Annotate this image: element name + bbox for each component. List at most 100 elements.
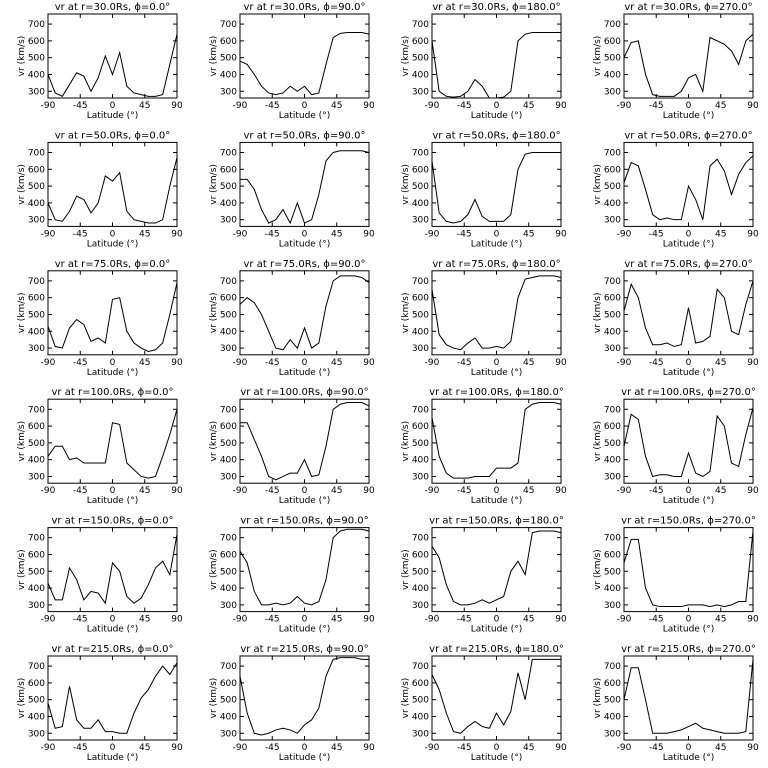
data-line [431, 658, 561, 734]
x-tick-label: -90 [617, 101, 632, 111]
data-line [623, 33, 754, 97]
y-tick-label: 700 [604, 20, 621, 30]
y-tick-label: 500 [28, 310, 45, 320]
panel-title: vr at r=30.0Rs, ϕ=0.0° [55, 2, 171, 13]
panel-title: vr at r=75.0Rs, ϕ=0.0° [55, 259, 171, 270]
x-tick-label: -90 [233, 743, 248, 753]
y-tick-label: 500 [412, 54, 429, 64]
y-tick-label: 300 [220, 344, 237, 354]
x-tick-label: -45 [457, 615, 472, 625]
y-tick-label: 500 [28, 182, 45, 192]
x-tick-label: -90 [41, 486, 56, 496]
y-tick-label: 500 [412, 567, 429, 577]
x-tick-label: 90 [363, 358, 375, 368]
y-tick-label: 500 [412, 696, 429, 706]
y-tick-label: 600 [604, 550, 621, 560]
x-tick-label: 0 [686, 229, 692, 239]
x-tick-label: -45 [649, 486, 664, 496]
x-tick-label: -45 [457, 743, 472, 753]
panel: vr at r=150.0Rs, ϕ=90.0° -90 -45 0 45 90 300 40… [209, 516, 375, 635]
panel: vr at r=215.0Rs, ϕ=270.0° -90 -45 0 45 90 300 4… [593, 644, 759, 763]
x-tick-label: 45 [331, 486, 342, 496]
y-tick-label: 500 [220, 567, 237, 577]
panel: vr at r=150.0Rs, ϕ=270.0° -90 -45 0 45 90 300 4… [593, 516, 759, 635]
plot-frame [47, 141, 178, 227]
y-tick-label: 600 [220, 422, 237, 432]
y-tick-label: 300 [28, 601, 45, 611]
y-tick-label: 600 [604, 294, 621, 304]
y-tick-label: 700 [220, 662, 237, 672]
panel-title: vr at r=100.0Rs, ϕ=180.0° [429, 387, 564, 398]
panel-title: vr at r=150.0Rs, ϕ=270.0° [621, 516, 756, 527]
y-tick-label: 300 [412, 601, 429, 611]
y-tick-label: 700 [28, 20, 45, 30]
x-axis-label: Latitude (°) [279, 368, 330, 378]
panel: vr at r=100.0Rs, ϕ=180.0° -90 -45 0 45 90 300 4… [401, 387, 567, 506]
data-line [431, 31, 561, 99]
x-tick-label: 45 [523, 229, 534, 239]
panel-title: vr at r=215.0Rs, ϕ=270.0° [621, 644, 756, 655]
x-tick-label: 90 [555, 229, 567, 239]
x-tick-label: 45 [715, 101, 726, 111]
x-tick-label: 45 [331, 615, 342, 625]
panel: vr at r=215.0Rs, ϕ=180.0° -90 -45 0 45 90 300 4… [401, 644, 567, 763]
x-tick-label: 0 [302, 486, 308, 496]
y-axis-label: vr (km/s) [401, 36, 411, 77]
panel-title: vr at r=50.0Rs, ϕ=180.0° [432, 130, 560, 141]
x-tick-label: 90 [363, 486, 375, 496]
x-axis-label: Latitude (°) [471, 753, 522, 763]
x-tick-label: 90 [747, 615, 759, 625]
y-tick-label: 600 [28, 422, 45, 432]
panel: vr at r=50.0Rs, ϕ=180.0° -90 -45 0 45 90 300 40… [401, 130, 567, 249]
panel-title: vr at r=30.0Rs, ϕ=270.0° [624, 2, 752, 13]
x-tick-label: -90 [41, 743, 56, 753]
y-tick-label: 400 [220, 712, 237, 722]
x-tick-label: 45 [523, 358, 534, 368]
x-tick-label: -45 [265, 743, 280, 753]
y-tick-label: 600 [28, 679, 45, 689]
y-axis-label: vr (km/s) [17, 36, 27, 77]
y-axis-label: vr (km/s) [209, 678, 219, 719]
panel: vr at r=100.0Rs, ϕ=0.0° -90 -45 0 45 90 300 400… [17, 387, 183, 506]
y-tick-label: 500 [28, 567, 45, 577]
x-tick-label: 90 [363, 101, 375, 111]
panel: vr at r=50.0Rs, ϕ=90.0° -90 -45 0 45 90 300 400… [209, 130, 375, 249]
data-line [47, 409, 178, 479]
y-tick-label: 500 [604, 310, 621, 320]
y-tick-label: 700 [604, 405, 621, 415]
plot-frame [623, 141, 754, 227]
x-tick-label: 45 [139, 486, 150, 496]
x-tick-label: -45 [649, 615, 664, 625]
panel: vr at r=215.0Rs, ϕ=0.0° -90 -45 0 45 90 300 400… [17, 644, 183, 763]
x-tick-label: -90 [233, 101, 248, 111]
panel: vr at r=30.0Rs, ϕ=0.0° -90 -45 0 45 90 300 400 5… [17, 2, 183, 121]
y-tick-label: 500 [220, 696, 237, 706]
x-tick-label: -90 [425, 358, 440, 368]
x-tick-label: 90 [747, 358, 759, 368]
x-tick-label: 0 [494, 743, 500, 753]
data-line [623, 659, 754, 734]
x-tick-label: 45 [715, 358, 726, 368]
x-tick-label: 90 [555, 101, 567, 111]
x-tick-label: 45 [715, 615, 726, 625]
x-tick-label: -90 [41, 358, 56, 368]
y-tick-label: 600 [604, 422, 621, 432]
plot-frame [239, 655, 370, 741]
x-tick-label: 0 [110, 101, 116, 111]
x-tick-label: 45 [139, 101, 150, 111]
data-line [623, 155, 754, 221]
y-tick-label: 600 [220, 550, 237, 560]
x-axis-label: Latitude (°) [471, 239, 522, 249]
x-axis-label: Latitude (°) [471, 496, 522, 506]
y-tick-label: 500 [412, 310, 429, 320]
panel-title: vr at r=30.0Rs, ϕ=90.0° [244, 2, 366, 13]
panel-title: vr at r=75.0Rs, ϕ=180.0° [432, 259, 560, 270]
y-axis-label: vr (km/s) [593, 549, 603, 590]
data-line [239, 657, 369, 736]
x-axis-label: Latitude (°) [663, 753, 714, 763]
y-tick-label: 400 [28, 199, 45, 209]
y-tick-label: 300 [604, 216, 621, 226]
y-tick-label: 700 [604, 277, 621, 287]
x-tick-label: -90 [617, 486, 632, 496]
data-line [239, 528, 370, 606]
